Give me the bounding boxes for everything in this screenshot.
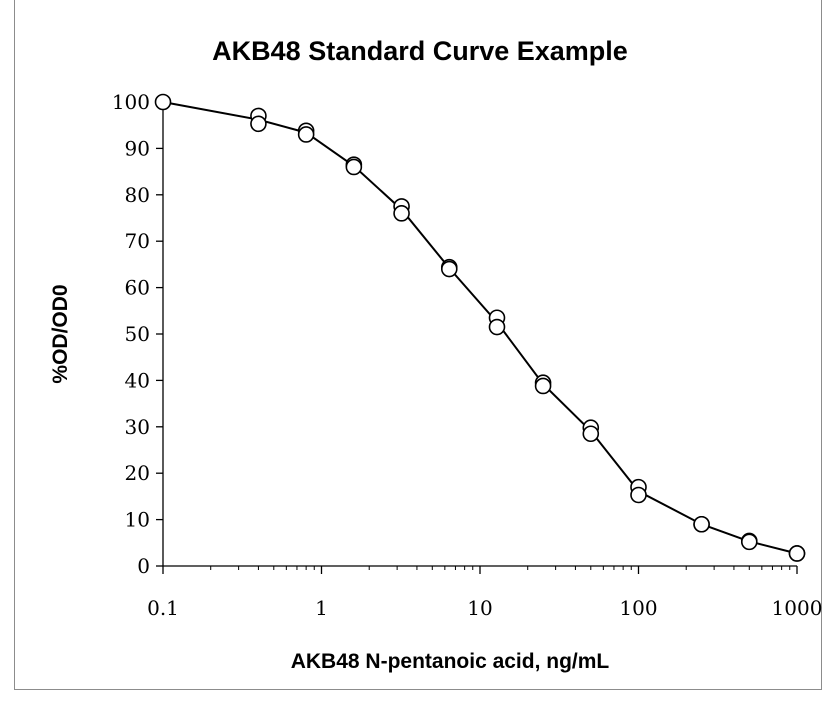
data-point: [534, 377, 552, 395]
data-point: [488, 318, 506, 336]
y-tick-label: 0: [137, 554, 150, 578]
y-tick-label: 90: [125, 136, 150, 160]
data-point: [393, 205, 410, 222]
data-point: [154, 93, 172, 111]
data-point: [740, 533, 758, 551]
series-line: [162, 101, 798, 555]
x-tick-label: 1: [315, 596, 328, 620]
data-point: [250, 115, 267, 133]
data-point: [297, 126, 315, 143]
y-tick-label: 40: [125, 368, 150, 392]
y-tick-label: 30: [125, 415, 150, 439]
y-tick-label: 50: [125, 322, 150, 346]
chart-frame: [14, 0, 822, 690]
data-point: [440, 260, 458, 278]
data-point: [788, 545, 806, 562]
y-tick-label: 80: [125, 183, 150, 207]
y-tick-label: 20: [125, 461, 150, 485]
x-tick-label: 10: [467, 596, 492, 620]
y-tick-label: 100: [112, 90, 150, 114]
x-axis-label: AKB48 N-pentanoic acid, ng/mL: [290, 650, 610, 673]
x-tick-label: 100: [619, 596, 657, 620]
data-point: [582, 425, 600, 443]
data-point: [630, 486, 647, 504]
y-tick-label: 60: [125, 276, 150, 300]
x-tick-label: 0.1: [147, 596, 179, 620]
data-point: [693, 515, 710, 533]
chart-title: AKB48 Standard Curve Example: [212, 36, 628, 66]
y-tick-label: 70: [125, 229, 150, 253]
y-tick-label: 10: [125, 508, 150, 532]
x-tick-label: 1000: [772, 596, 823, 620]
data-point: [345, 158, 363, 176]
